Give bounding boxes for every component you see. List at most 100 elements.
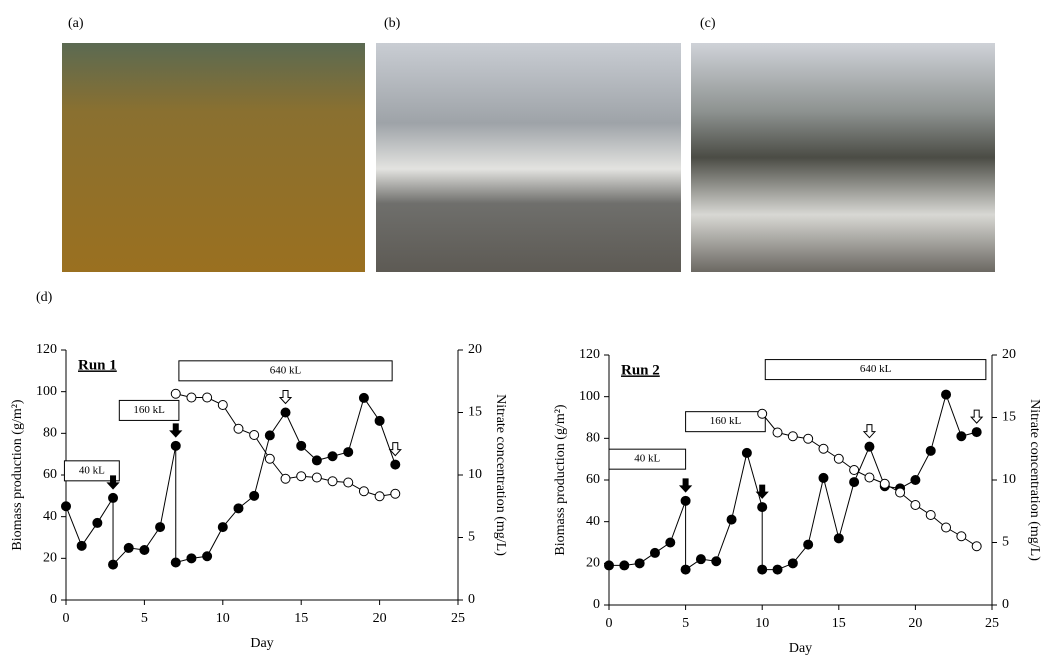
y-tick-label: 100 bbox=[36, 384, 57, 399]
data-point bbox=[359, 487, 368, 496]
data-point bbox=[203, 552, 212, 561]
data-point bbox=[880, 479, 889, 488]
data-point bbox=[328, 477, 337, 486]
data-point bbox=[187, 554, 196, 563]
data-point bbox=[344, 478, 353, 487]
data-point bbox=[344, 448, 353, 457]
data-point bbox=[788, 559, 797, 568]
data-point bbox=[375, 492, 384, 501]
data-point bbox=[109, 560, 118, 569]
y-tick-label: 100 bbox=[579, 389, 600, 404]
y-tick-label: 80 bbox=[586, 431, 600, 446]
y2-tick-label: 20 bbox=[468, 342, 482, 357]
harvest-arrow bbox=[680, 479, 691, 492]
y2-tick-label: 10 bbox=[468, 467, 482, 482]
data-point bbox=[911, 476, 920, 485]
x-axis-label: Day bbox=[789, 641, 812, 656]
data-point bbox=[391, 460, 400, 469]
data-point bbox=[312, 456, 321, 465]
y2-axis-label: Nitrate concentration (mg/L) bbox=[1027, 399, 1042, 561]
series-line bbox=[609, 395, 977, 570]
data-point bbox=[819, 473, 828, 482]
data-point bbox=[650, 548, 659, 557]
x-tick-label: 5 bbox=[141, 611, 148, 626]
data-point bbox=[297, 441, 306, 450]
volume-label: 40 kL bbox=[634, 453, 660, 465]
chart-title: Run 2 bbox=[621, 362, 660, 378]
data-point bbox=[911, 501, 920, 510]
data-point bbox=[171, 441, 180, 450]
x-tick-label: 5 bbox=[682, 616, 689, 631]
x-tick-label: 10 bbox=[216, 611, 230, 626]
photo-b bbox=[376, 43, 681, 272]
data-point bbox=[359, 393, 368, 402]
data-point bbox=[328, 452, 337, 461]
data-point bbox=[140, 546, 149, 555]
panel-label: (b) bbox=[384, 16, 401, 31]
y2-tick-label: 0 bbox=[1002, 597, 1009, 612]
harvest-arrow bbox=[757, 485, 768, 498]
data-point bbox=[834, 454, 843, 463]
data-point bbox=[218, 523, 227, 532]
x-tick-label: 20 bbox=[908, 616, 922, 631]
y-tick-label: 60 bbox=[586, 472, 600, 487]
data-point bbox=[203, 393, 212, 402]
data-point bbox=[712, 557, 721, 566]
data-point bbox=[865, 473, 874, 482]
harvest-arrow bbox=[864, 425, 875, 438]
data-point bbox=[972, 542, 981, 551]
data-point bbox=[375, 416, 384, 425]
data-point bbox=[773, 428, 782, 437]
data-point bbox=[865, 442, 874, 451]
data-point bbox=[758, 503, 767, 512]
data-point bbox=[281, 408, 290, 417]
y2-tick-label: 15 bbox=[468, 405, 482, 420]
data-point bbox=[773, 565, 782, 574]
data-point bbox=[758, 565, 767, 574]
photo-a bbox=[62, 43, 365, 272]
y2-axis-label: Nitrate concentration (mg/L) bbox=[493, 394, 508, 556]
data-point bbox=[250, 431, 259, 440]
volume-label: 160 kL bbox=[710, 415, 742, 427]
y-tick-label: 120 bbox=[36, 342, 57, 357]
y2-tick-label: 15 bbox=[1002, 410, 1016, 425]
data-point bbox=[281, 474, 290, 483]
x-tick-label: 15 bbox=[832, 616, 846, 631]
data-point bbox=[896, 488, 905, 497]
data-point bbox=[942, 390, 951, 399]
y2-tick-label: 20 bbox=[1002, 347, 1016, 362]
data-point bbox=[788, 432, 797, 441]
data-point bbox=[62, 502, 71, 511]
volume-label: 640 kL bbox=[860, 363, 892, 375]
data-point bbox=[250, 491, 259, 500]
figure: (a) (b) (c) (d) 020406080100120051015200… bbox=[0, 0, 1049, 657]
data-point bbox=[742, 448, 751, 457]
x-axis-label: Day bbox=[250, 636, 273, 651]
data-point bbox=[942, 523, 951, 532]
data-point bbox=[218, 401, 227, 410]
y-tick-label: 120 bbox=[579, 347, 600, 362]
data-point bbox=[926, 511, 935, 520]
data-point bbox=[957, 432, 966, 441]
data-point bbox=[635, 559, 644, 568]
data-point bbox=[850, 466, 859, 475]
y-tick-label: 0 bbox=[593, 597, 600, 612]
data-point bbox=[850, 478, 859, 487]
data-point bbox=[77, 541, 86, 550]
x-tick-label: 0 bbox=[606, 616, 613, 631]
y-tick-label: 20 bbox=[586, 556, 600, 571]
data-point bbox=[156, 523, 165, 532]
y-tick-label: 80 bbox=[43, 426, 57, 441]
data-point bbox=[234, 504, 243, 513]
data-point bbox=[681, 565, 690, 574]
data-point bbox=[620, 561, 629, 570]
data-point bbox=[297, 472, 306, 481]
y-axis-label: Biomass production (g/m²) bbox=[10, 399, 25, 551]
volume-label: 640 kL bbox=[270, 364, 302, 376]
panel-label: (a) bbox=[68, 16, 84, 31]
y2-tick-label: 0 bbox=[468, 592, 475, 607]
data-point bbox=[171, 558, 180, 567]
x-tick-label: 25 bbox=[451, 611, 465, 626]
x-tick-label: 15 bbox=[294, 611, 308, 626]
photo-c bbox=[691, 43, 995, 272]
